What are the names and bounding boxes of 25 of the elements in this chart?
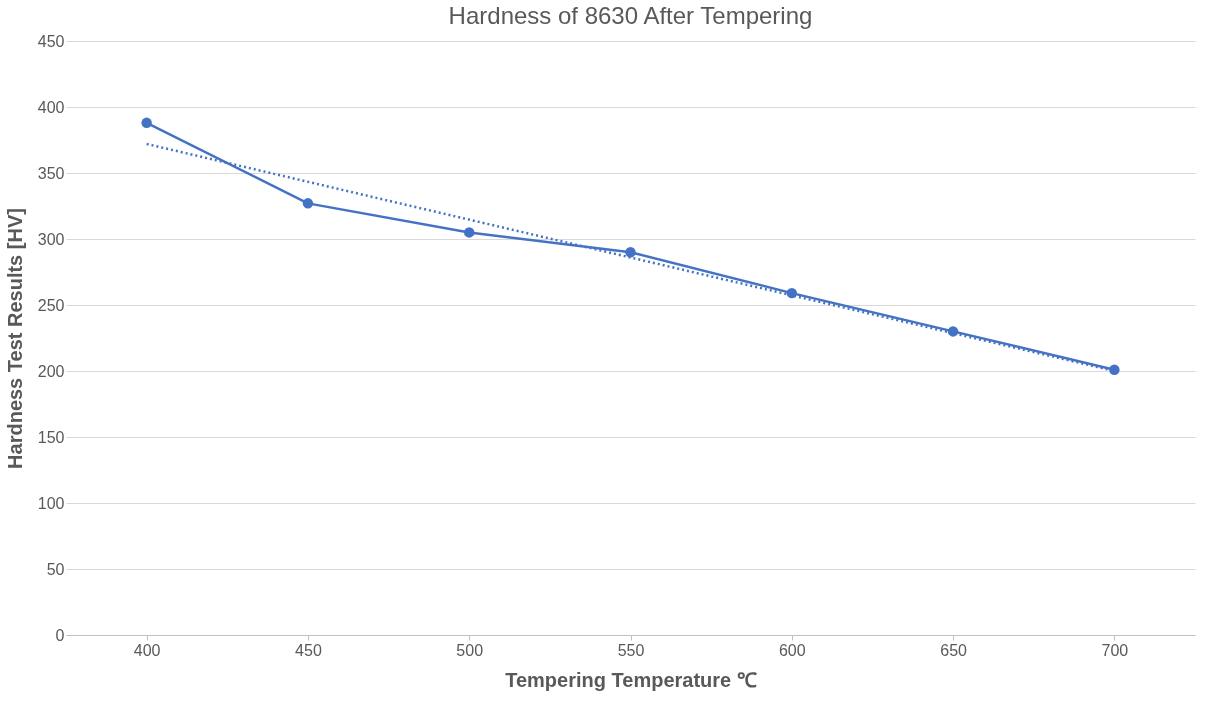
- point: [1109, 364, 1120, 375]
- y-tick-label: 450: [37, 32, 65, 50]
- y-axis-title: Hardness Test Results [HV]: [3, 208, 26, 469]
- y-tick-label: 250: [37, 296, 65, 314]
- y-tick-label: 400: [37, 98, 65, 116]
- y-tick-label: 100: [37, 494, 65, 512]
- x-tick-label: 650: [940, 641, 968, 659]
- x-tick-label: 450: [295, 641, 322, 659]
- x-tick-label: 600: [778, 641, 806, 659]
- x-axis-title: Tempering Temperature ℃: [505, 668, 757, 691]
- y-tick-label: 300: [37, 230, 65, 248]
- x-tick-label: 550: [617, 641, 645, 659]
- point: [141, 117, 152, 129]
- point: [625, 246, 636, 258]
- point: [302, 198, 314, 209]
- chart-title: Hardness of 8630 After Tempering: [448, 2, 813, 29]
- y-tick-label: 200: [37, 362, 65, 380]
- point: [463, 227, 475, 238]
- y-tick-label: 350: [37, 164, 65, 182]
- y-tick-label: 0: [55, 626, 65, 644]
- y-tick-label: 50: [46, 560, 65, 578]
- x-tick-label: 400: [133, 641, 161, 659]
- x-tick-label: 500: [456, 641, 484, 659]
- x-tick-label: 700: [1101, 641, 1129, 659]
- y-tick-label: 150: [37, 428, 65, 446]
